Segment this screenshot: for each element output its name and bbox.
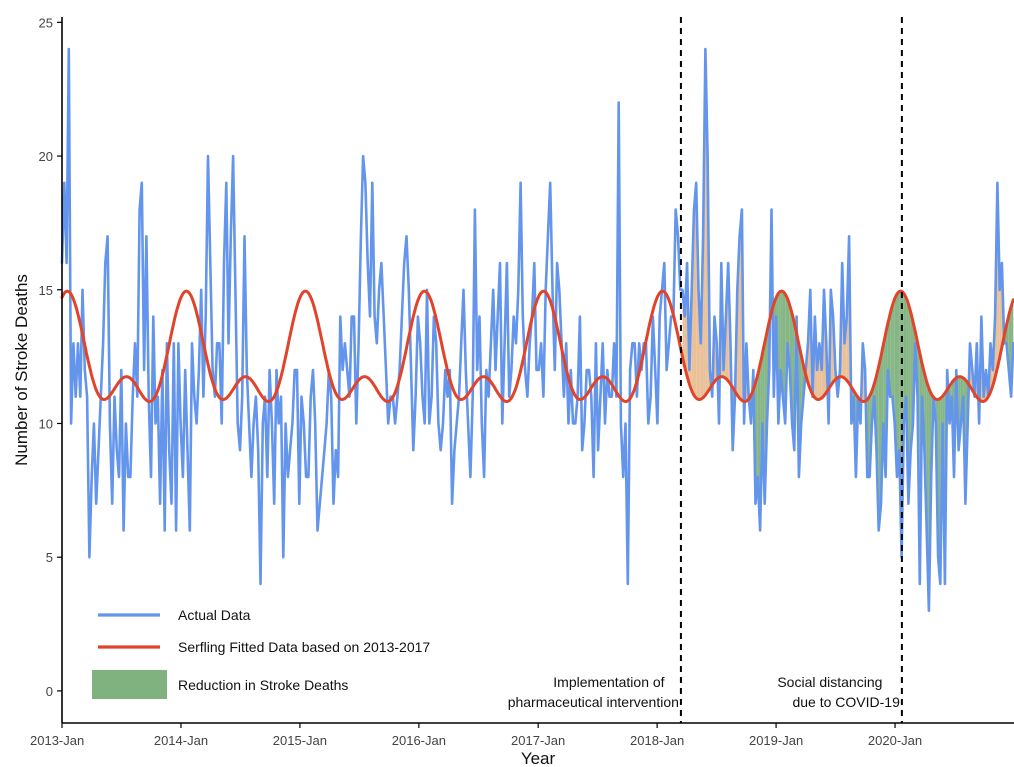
deviation-area — [903, 293, 907, 424]
y-tick-label: 25 — [39, 15, 53, 30]
x-tick-label: 2014-Jan — [154, 733, 208, 748]
x-tick-label: 2019-Jan — [749, 733, 803, 748]
x-tick-label: 2013-Jan — [30, 733, 84, 748]
legend-label: Reduction in Stroke Deaths — [178, 677, 348, 693]
y-axis-title: Number of Stroke Deaths — [12, 274, 31, 466]
x-tick-label: 2016-Jan — [392, 733, 446, 748]
x-tick-label: 2018-Jan — [630, 733, 684, 748]
annotation-text: due to COVID-19 — [792, 694, 900, 710]
legend-label: Actual Data — [178, 607, 251, 623]
deviation-area — [890, 305, 893, 397]
event-annotations: Implementation of pharmaceutical interven… — [508, 674, 900, 710]
deviation-fill-areas — [682, 49, 1014, 611]
x-axis-title: Year — [521, 749, 556, 767]
legend-swatch — [92, 670, 167, 699]
x-axis-ticks: 2013-Jan 2014-Jan 2015-Jan 2016-Jan 2017-Jan… — [30, 723, 922, 748]
y-tick-label: 10 — [39, 416, 53, 431]
actual-data-line — [60, 47, 1014, 613]
y-tick-label: 5 — [46, 550, 53, 565]
annotation-text: Implementation of — [553, 674, 664, 690]
x-tick-label: 2020-Jan — [868, 733, 922, 748]
deviation-area — [896, 291, 900, 477]
legend: Actual Data Serfling Fitted Data based on… — [92, 607, 430, 699]
deviation-area — [892, 298, 895, 424]
event-lines — [679, 17, 903, 723]
y-axis-ticks: 0 5 10 15 20 25 — [39, 15, 62, 699]
fitted-data-line — [60, 289, 1014, 403]
x-tick-label: 2015-Jan — [273, 733, 327, 748]
x-tick-label: 2017-Jan — [511, 733, 565, 748]
y-tick-label: 15 — [39, 283, 53, 298]
y-tick-label: 20 — [39, 149, 53, 164]
annotation-text: Social distancing — [777, 674, 882, 690]
y-tick-label: 0 — [46, 684, 53, 699]
legend-label: Serfling Fitted Data based on 2013-2017 — [178, 639, 430, 655]
annotation-text: pharmaceutical intervention — [508, 694, 679, 710]
